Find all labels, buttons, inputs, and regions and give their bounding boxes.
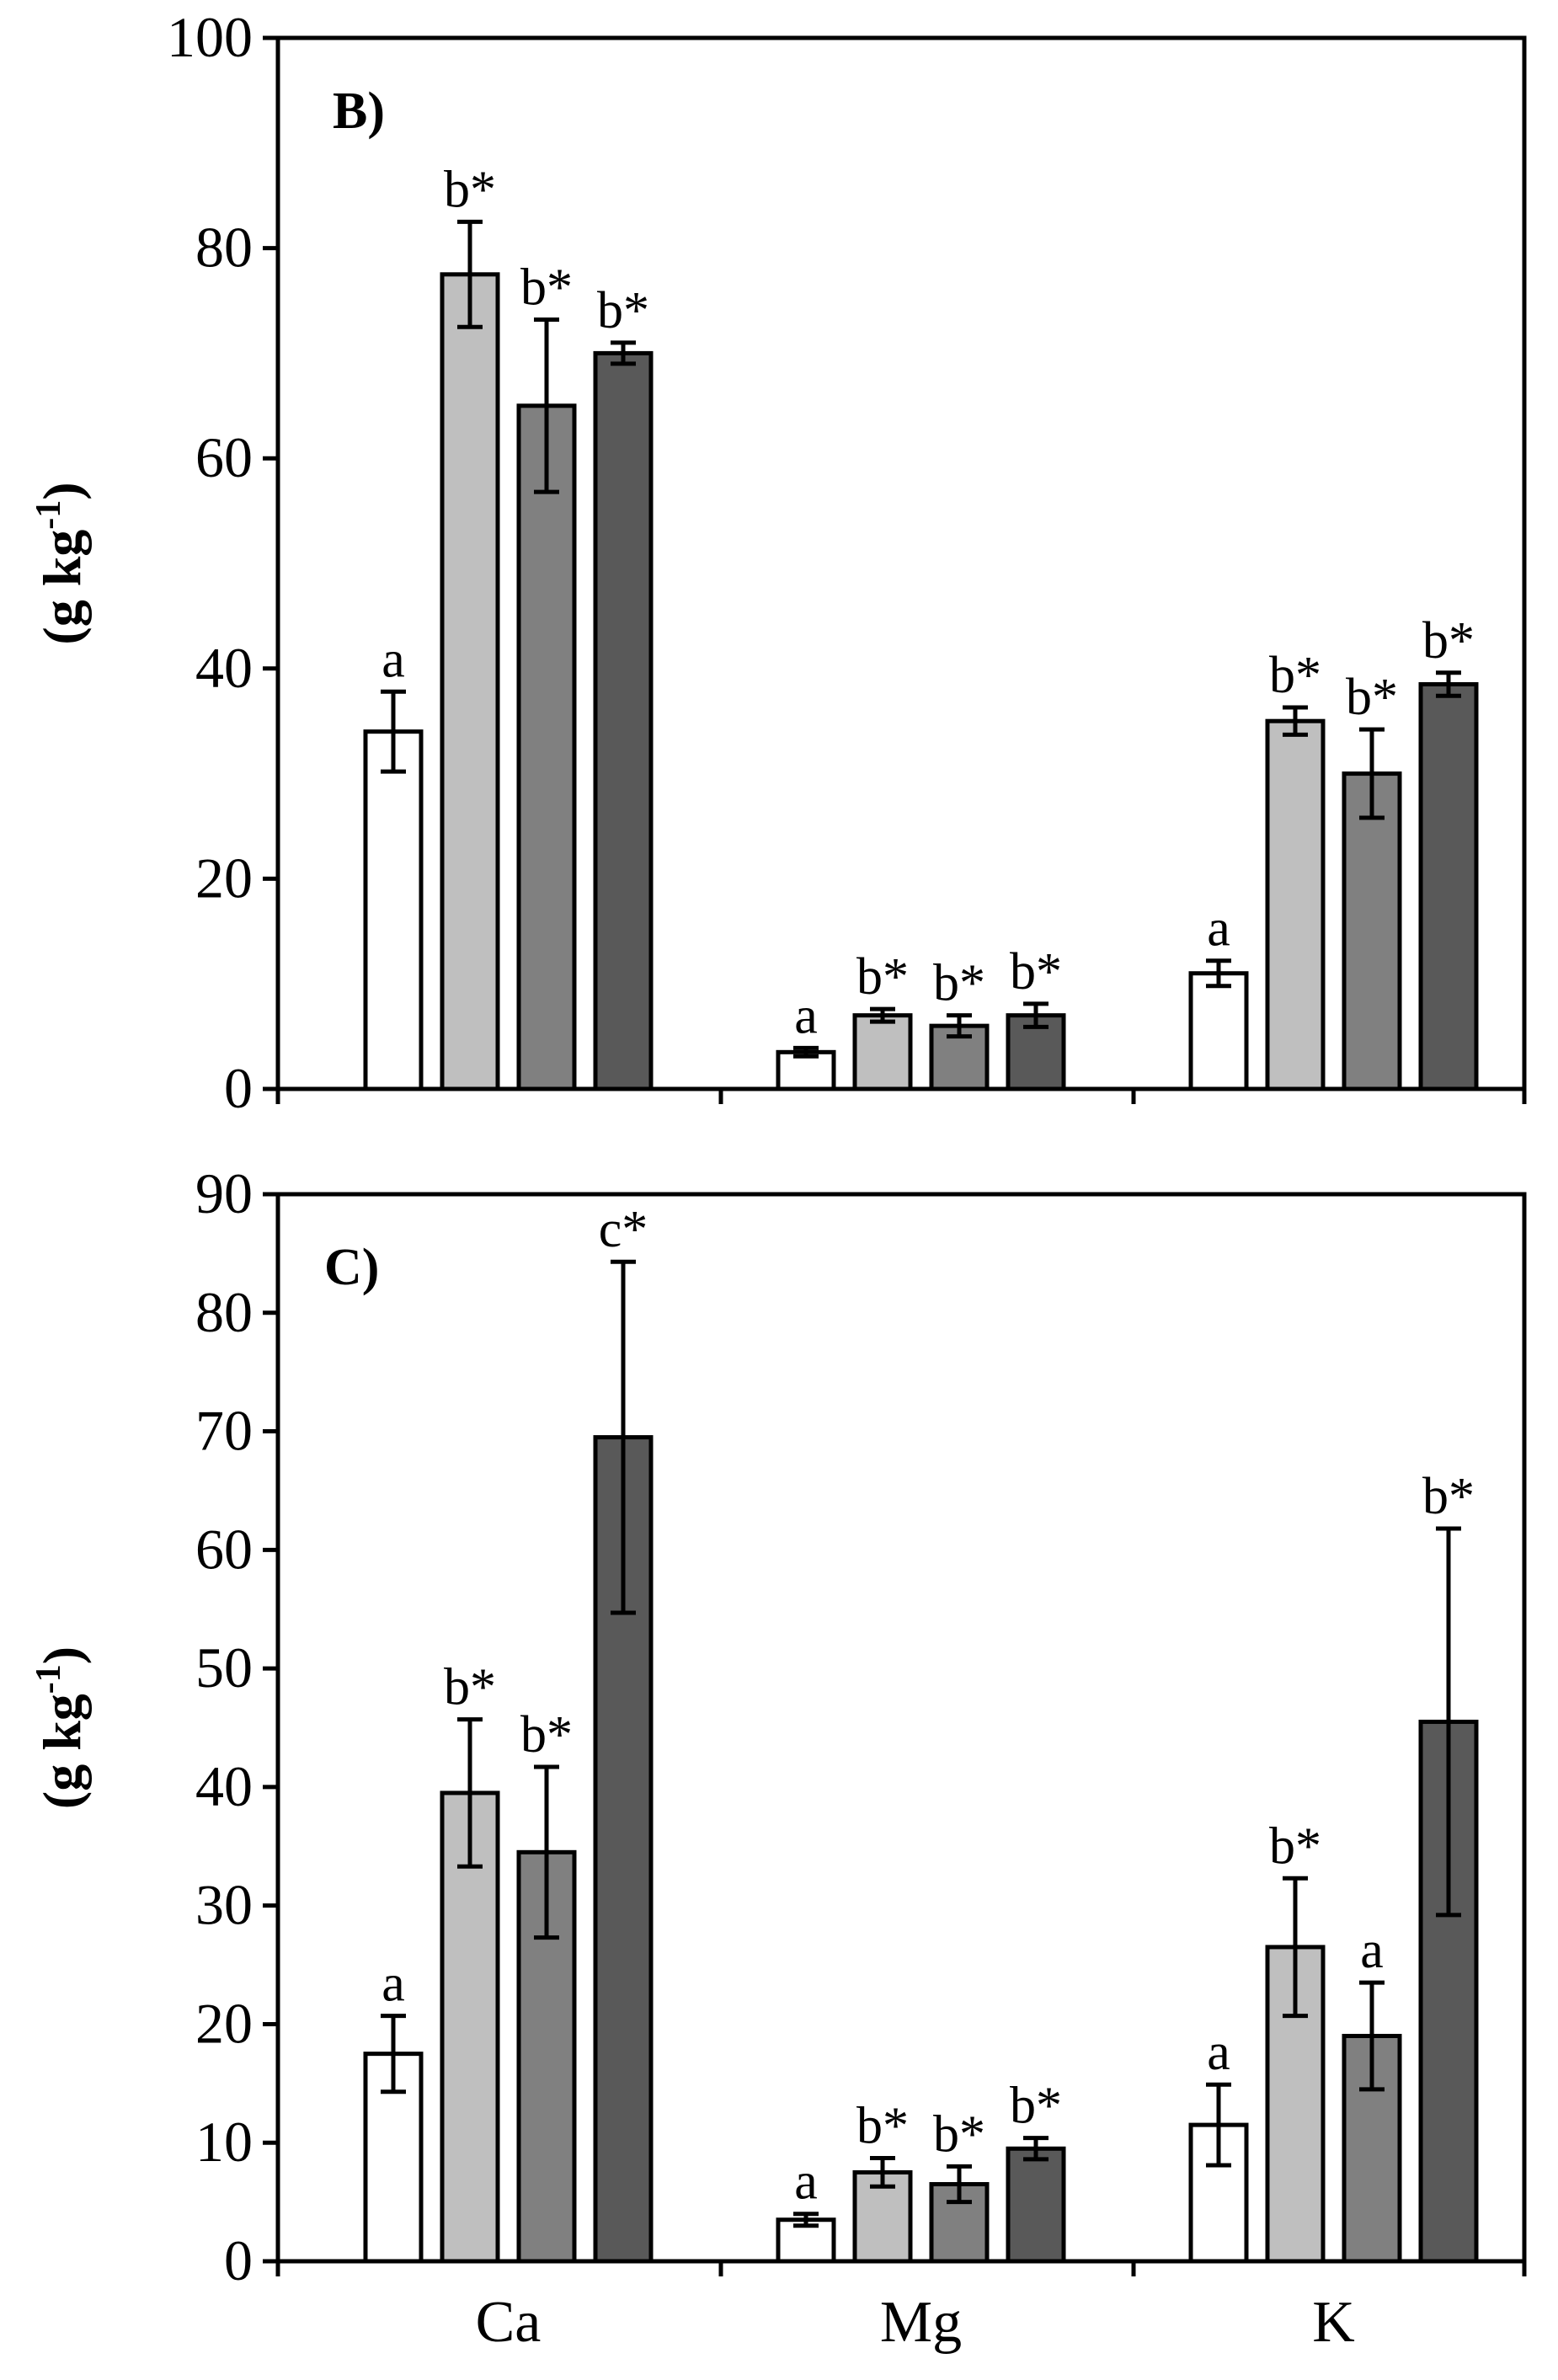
y-axis-title-sup: -1 <box>29 1664 68 1694</box>
y-tick-label: 60 <box>195 425 253 489</box>
significance-label: b* <box>933 955 985 1012</box>
y-tick-label: 50 <box>195 1636 253 1700</box>
significance-label: b* <box>1269 1817 1321 1875</box>
bar <box>852 1013 913 1091</box>
significance-label: b* <box>856 2098 909 2155</box>
y-tick-label: 40 <box>195 1754 253 1818</box>
y-tick-label: 20 <box>195 1991 253 2055</box>
category-label: Ca <box>476 2290 542 2355</box>
category-label: Mg <box>880 2290 962 2355</box>
bar <box>1006 2146 1066 2264</box>
y-tick-label: 20 <box>195 846 253 910</box>
bar <box>776 1049 836 1091</box>
y-tick-label: 80 <box>195 1280 253 1344</box>
y-axis-title-end: ) <box>32 1646 92 1664</box>
bar <box>1418 682 1479 1091</box>
significance-label: a <box>1207 900 1230 958</box>
y-axis-title: (g kg-1) <box>29 482 92 644</box>
significance-label: a <box>381 1956 405 2013</box>
significance-label: b* <box>933 2105 985 2163</box>
significance-label: a <box>381 631 405 688</box>
panel-label: B) <box>333 83 385 140</box>
y-tick-label: 70 <box>195 1399 253 1463</box>
significance-label: b* <box>520 1706 573 1764</box>
significance-label: a <box>794 2153 818 2211</box>
y-tick-label: 0 <box>224 2228 253 2292</box>
significance-label: b* <box>444 161 496 218</box>
bar <box>1265 718 1326 1091</box>
y-axis-title-base: (g kg <box>32 530 92 645</box>
bar <box>852 2169 913 2264</box>
significance-label: b* <box>597 282 649 339</box>
y-axis-title-end: ) <box>32 482 92 499</box>
bar <box>593 350 654 1091</box>
significance-label: b* <box>1010 943 1062 1001</box>
y-axis-title: (g kg-1) <box>29 1646 92 1809</box>
panel-label: C) <box>324 1239 379 1296</box>
chart-panel-c: 0 10 20 30 40 50 60 70 80 90 a a a b* b* b* b* b* a c* b* b* C… <box>29 1161 1527 2355</box>
significance-label: b* <box>1346 669 1398 726</box>
category-label: K <box>1312 2290 1355 2355</box>
significance-label: b* <box>856 948 909 1006</box>
y-tick-label: 40 <box>195 636 253 700</box>
significance-label: b* <box>520 259 573 316</box>
y-tick-label: 90 <box>195 1161 253 1225</box>
significance-label: a <box>1360 1922 1384 1979</box>
bar <box>440 1790 500 2264</box>
bar <box>1342 771 1402 1091</box>
bar <box>363 729 424 1091</box>
bar <box>440 272 500 1091</box>
chart-panel-b: 0 20 40 60 80 100 a a a b* b* b* b* b* b* b* b* b* B) (g kg… <box>29 5 1527 1120</box>
bar <box>516 403 577 1091</box>
y-tick-label: 100 <box>167 5 253 69</box>
significance-label: a <box>794 987 818 1044</box>
y-axis-title-sup: -1 <box>29 500 68 530</box>
significance-label: b* <box>444 1659 496 1716</box>
y-tick-label: 0 <box>224 1056 253 1120</box>
significance-label: b* <box>1422 1468 1475 1525</box>
y-tick-label: 60 <box>195 1517 253 1581</box>
significance-label: b* <box>1269 647 1321 704</box>
significance-label: c* <box>599 1201 648 1258</box>
significance-label: b* <box>1010 2078 1062 2135</box>
significance-label: a <box>1207 2024 1230 2081</box>
y-tick-label: 10 <box>195 2110 253 2174</box>
y-tick-label: 30 <box>195 1873 253 1937</box>
bar <box>1188 971 1249 1091</box>
y-axis-title-base: (g kg <box>32 1694 92 1809</box>
y-tick-label: 80 <box>195 216 253 280</box>
significance-label: b* <box>1422 612 1475 670</box>
